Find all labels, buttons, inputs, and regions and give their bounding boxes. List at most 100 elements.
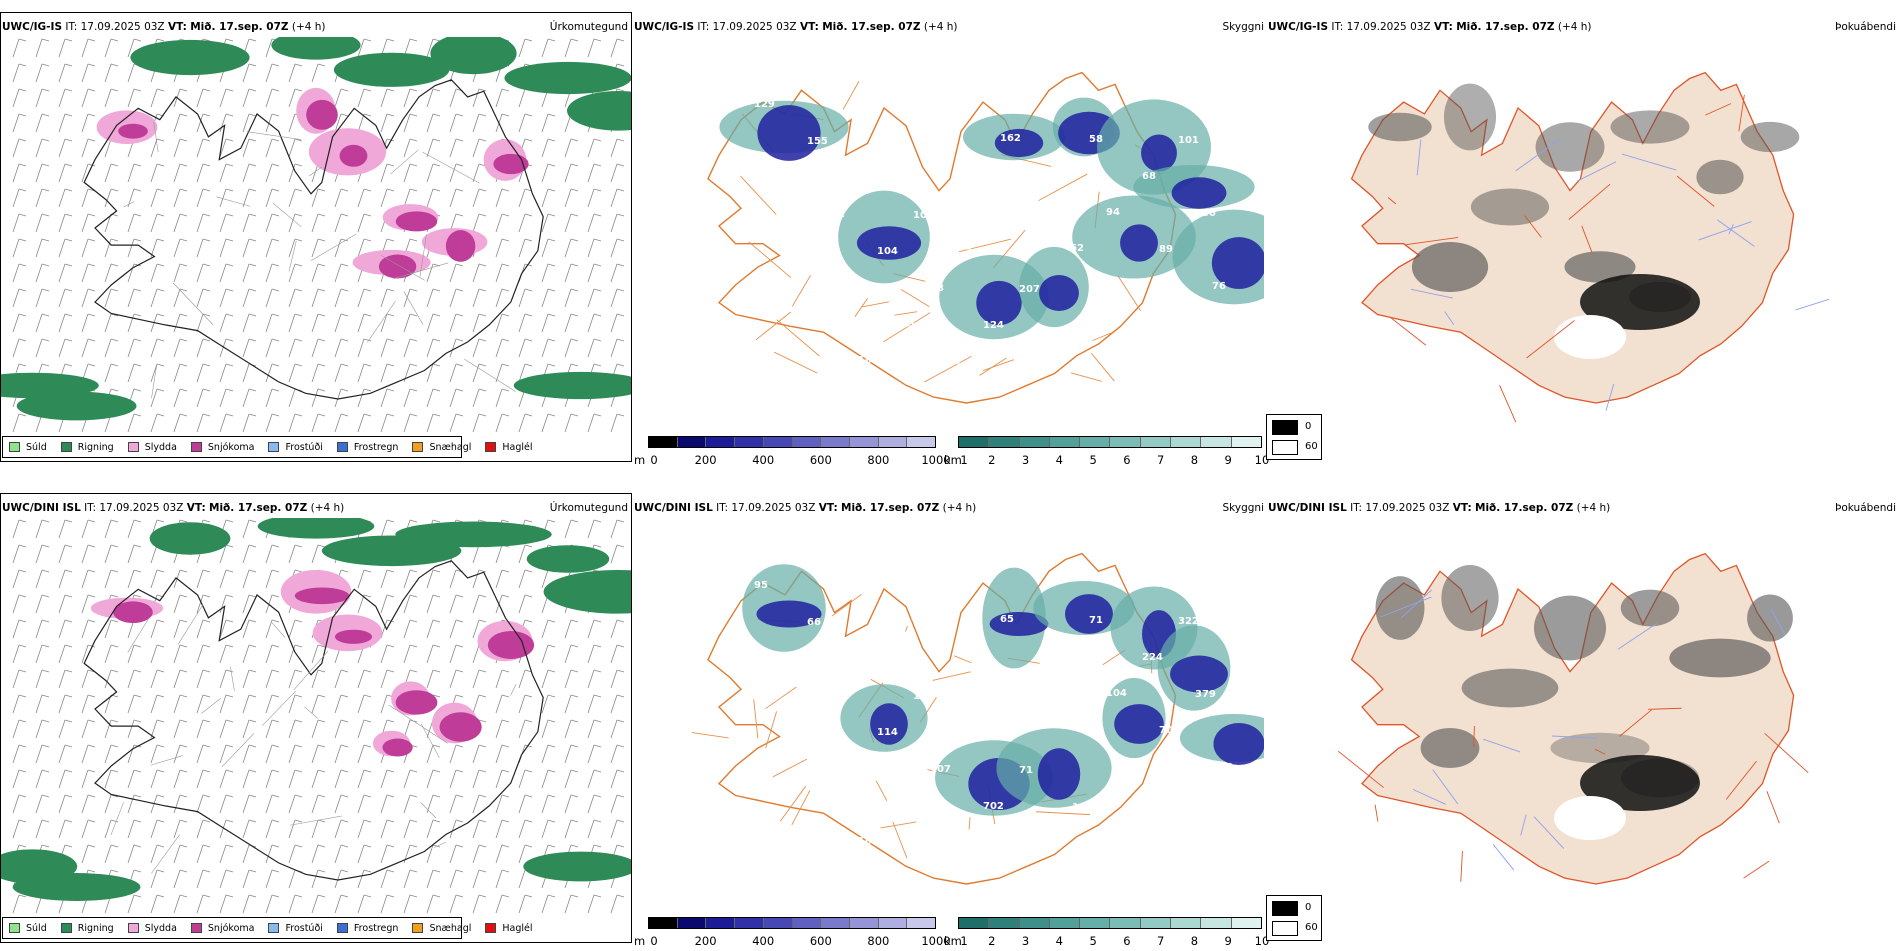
- wind-barb: [220, 289, 226, 307]
- wind-barb: [542, 339, 548, 357]
- wind-barb-flag: [272, 570, 279, 572]
- wind-barb: [151, 645, 157, 663]
- colorbar-cell: [1050, 437, 1080, 447]
- wind-barb: [427, 389, 433, 407]
- wind-barb-flag: [19, 795, 26, 797]
- wind-barb-flag: [525, 39, 532, 41]
- wind-barb-flag: [180, 645, 187, 647]
- wind-barb-flag: [548, 695, 555, 697]
- wind-barb: [404, 870, 410, 888]
- wind-barb-flag: [88, 239, 95, 241]
- wind-barb-flag: [341, 745, 348, 747]
- wind-barb: [59, 820, 65, 838]
- wind-barb-flag: [387, 114, 394, 116]
- wind-barb-flag: [410, 189, 417, 191]
- wind-barb-flag: [571, 770, 578, 772]
- wind-barb: [289, 164, 295, 182]
- wind-barb-flag: [111, 845, 118, 847]
- wind-barb: [542, 414, 548, 432]
- wind-barb-flag: [203, 364, 210, 366]
- wind-barb-flag: [364, 189, 371, 191]
- wind-barb-flag: [157, 670, 164, 672]
- wind-barb-flag: [203, 595, 210, 597]
- wind-barb: [220, 720, 226, 738]
- cloud-base-label: 108: [1212, 762, 1233, 773]
- wind-barb-flag: [249, 695, 256, 697]
- wind-barb-flag: [19, 845, 26, 847]
- wind-barb: [519, 314, 525, 332]
- cloud-base-label: 103: [805, 799, 826, 810]
- colorbar-cell: [1050, 918, 1080, 928]
- wind-barb-flag: [479, 570, 486, 572]
- wind-barb-flag: [272, 164, 279, 166]
- colorbar-cell: [907, 918, 935, 928]
- wind-barb-flag: [525, 570, 532, 572]
- wind-barb-flag: [364, 670, 371, 672]
- cloud-base-label: 190: [1036, 838, 1057, 849]
- wind-barb: [59, 214, 65, 232]
- wind-barb: [335, 745, 341, 763]
- it-label: IT:: [716, 502, 728, 514]
- wind-barb-flag: [111, 770, 118, 772]
- wind-barb-flag: [410, 364, 417, 366]
- wind-barb: [588, 139, 594, 157]
- colorbar-cell: [821, 437, 850, 447]
- wind-barb: [588, 39, 594, 57]
- wind-barb: [450, 264, 456, 282]
- wind-barb: [450, 870, 456, 888]
- colorbar-cell: [764, 918, 793, 928]
- road-line: [272, 623, 285, 638]
- wind-barb-flag: [19, 545, 26, 547]
- wind-barb-flag: [111, 389, 118, 391]
- wind-barb-flag: [502, 695, 509, 697]
- wind-barb: [542, 39, 548, 57]
- wind-barb: [59, 570, 65, 588]
- wind-barb-flag: [456, 264, 463, 266]
- vt-value: Mið. 17.sep. 07Z: [822, 21, 920, 33]
- wind-barb: [220, 645, 226, 663]
- wind-barb-flag: [272, 139, 279, 141]
- road-line: [404, 291, 423, 324]
- wind-barb-flag: [456, 595, 463, 597]
- wind-barb-flag: [226, 214, 233, 216]
- road-line: [150, 756, 182, 766]
- wind-barb-flag: [134, 339, 141, 341]
- wind-barb: [151, 289, 157, 307]
- wind-barb-flag: [433, 164, 440, 166]
- wind-barb: [404, 339, 410, 357]
- wind-barb-flag: [111, 545, 118, 547]
- wind-barb-flag: [272, 189, 279, 191]
- wind-barb-flag: [203, 289, 210, 291]
- wind-barb: [427, 414, 433, 432]
- wind-barb-flag: [272, 770, 279, 772]
- wind-barb: [404, 770, 410, 788]
- wind-barb-flag: [42, 745, 49, 747]
- wind-barb-flag: [433, 770, 440, 772]
- wind-barb: [519, 570, 525, 588]
- road-line: [391, 150, 419, 174]
- colorbar-cell: [879, 437, 908, 447]
- wind-barb-flag: [479, 139, 486, 141]
- wind-barb-flag: [157, 164, 164, 166]
- wind-barb: [519, 820, 525, 838]
- snow-area: [335, 630, 372, 644]
- wind-barb-flag: [617, 189, 624, 191]
- cloud-base-label: 80: [947, 837, 961, 848]
- wind-barb-flag: [88, 289, 95, 291]
- wind-barb-flag: [249, 745, 256, 747]
- wind-barb-flag: [594, 620, 601, 622]
- wind-barb: [220, 895, 226, 913]
- wind-barb-flag: [387, 770, 394, 772]
- wind-barb: [473, 745, 479, 763]
- wind-barb-flag: [203, 189, 210, 191]
- colorbar-cell: [706, 918, 735, 928]
- wind-barb: [105, 845, 111, 863]
- wind-barb: [105, 339, 111, 357]
- wind-barb-flag: [157, 620, 164, 622]
- wind-barb: [289, 670, 295, 688]
- wind-barb-flag: [203, 570, 210, 572]
- wind-barb-flag: [479, 620, 486, 622]
- wind-barb: [151, 164, 157, 182]
- colorbar-tick: 0: [650, 453, 657, 467]
- wind-barb-flag: [249, 389, 256, 391]
